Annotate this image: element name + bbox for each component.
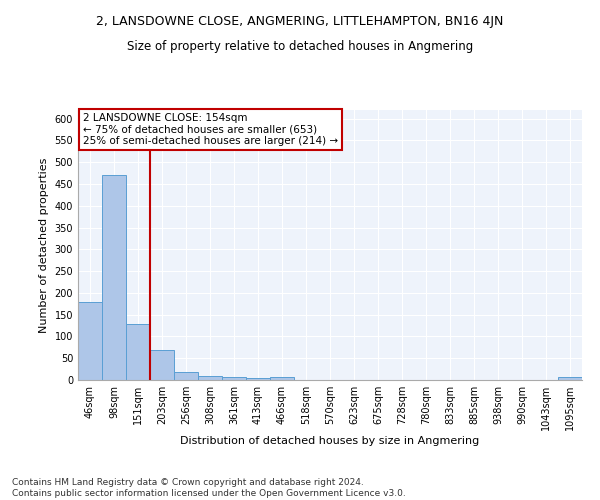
Text: 2, LANSDOWNE CLOSE, ANGMERING, LITTLEHAMPTON, BN16 4JN: 2, LANSDOWNE CLOSE, ANGMERING, LITTLEHAM…	[97, 15, 503, 28]
Bar	[126, 324, 150, 380]
Bar	[558, 378, 582, 380]
Bar	[102, 176, 126, 380]
Bar	[78, 302, 102, 380]
Text: 2 LANSDOWNE CLOSE: 154sqm
← 75% of detached houses are smaller (653)
25% of semi: 2 LANSDOWNE CLOSE: 154sqm ← 75% of detac…	[83, 112, 338, 146]
Text: Contains HM Land Registry data © Crown copyright and database right 2024.
Contai: Contains HM Land Registry data © Crown c…	[12, 478, 406, 498]
Bar	[222, 378, 246, 380]
Bar	[174, 372, 198, 380]
Bar	[198, 376, 222, 380]
Text: Size of property relative to detached houses in Angmering: Size of property relative to detached ho…	[127, 40, 473, 53]
Y-axis label: Number of detached properties: Number of detached properties	[39, 158, 49, 332]
Bar	[150, 350, 174, 380]
Bar	[246, 378, 270, 380]
Bar	[270, 378, 294, 380]
X-axis label: Distribution of detached houses by size in Angmering: Distribution of detached houses by size …	[181, 436, 479, 446]
